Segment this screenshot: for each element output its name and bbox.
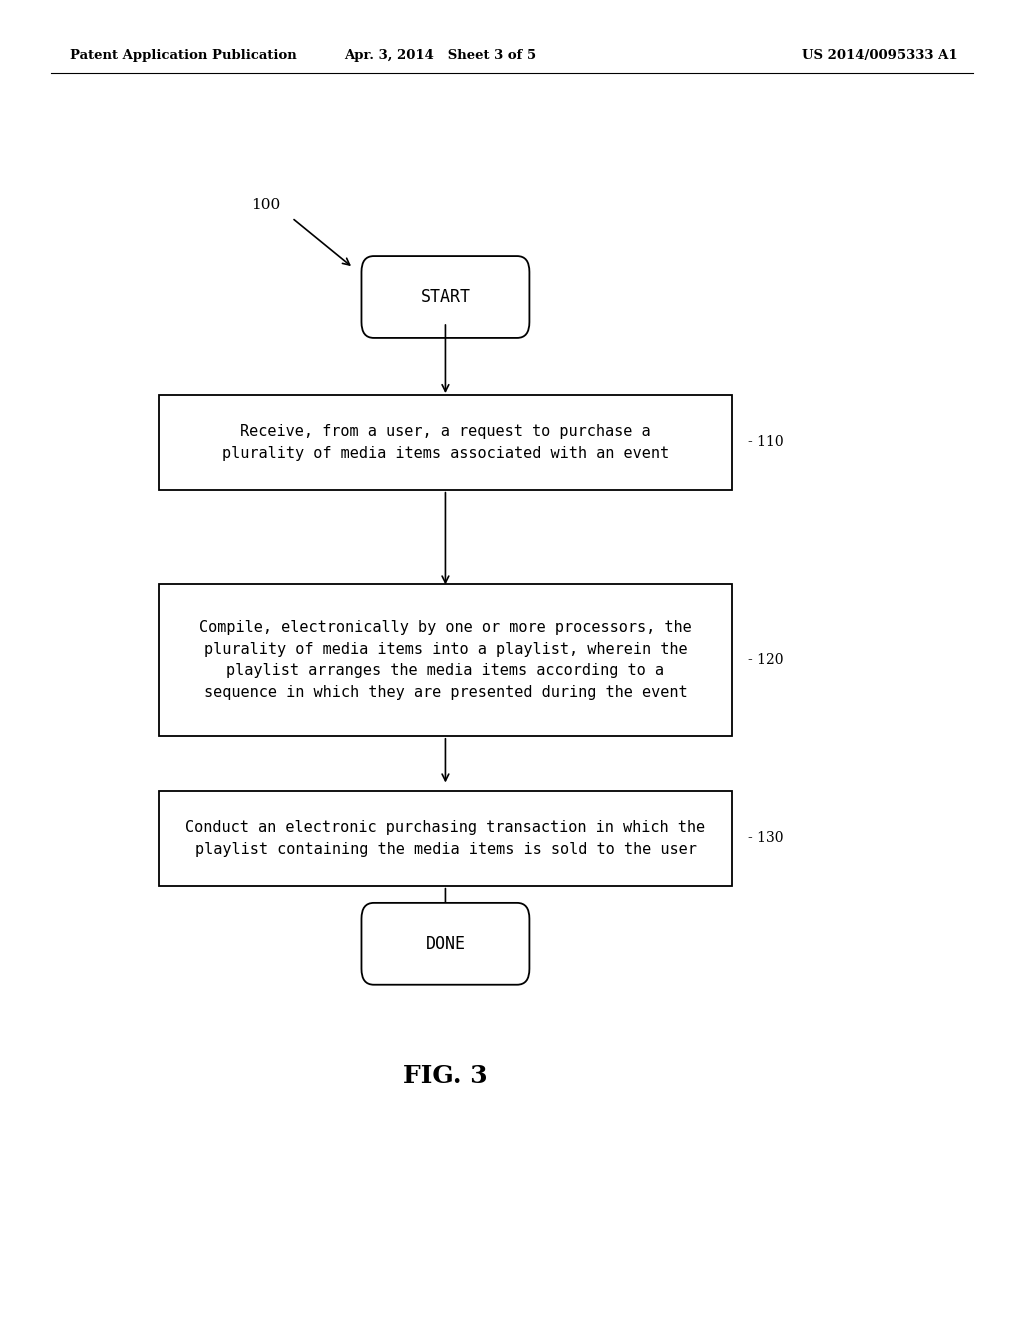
Text: - 110: - 110 bbox=[748, 436, 783, 449]
FancyBboxPatch shape bbox=[361, 903, 529, 985]
Text: DONE: DONE bbox=[425, 935, 466, 953]
Text: Patent Application Publication: Patent Application Publication bbox=[70, 49, 296, 62]
Bar bbox=[159, 583, 732, 737]
Bar bbox=[159, 791, 732, 886]
Text: 100: 100 bbox=[251, 198, 281, 211]
FancyBboxPatch shape bbox=[361, 256, 529, 338]
Text: - 120: - 120 bbox=[748, 653, 783, 667]
Text: Compile, electronically by one or more processors, the
plurality of media items : Compile, electronically by one or more p… bbox=[199, 620, 692, 700]
Text: Apr. 3, 2014   Sheet 3 of 5: Apr. 3, 2014 Sheet 3 of 5 bbox=[344, 49, 537, 62]
Text: Conduct an electronic purchasing transaction in which the
playlist containing th: Conduct an electronic purchasing transac… bbox=[185, 820, 706, 857]
Text: Receive, from a user, a request to purchase a
plurality of media items associate: Receive, from a user, a request to purch… bbox=[222, 424, 669, 461]
Text: START: START bbox=[421, 288, 470, 306]
Bar bbox=[159, 395, 732, 490]
Text: - 130: - 130 bbox=[748, 832, 783, 845]
Text: US 2014/0095333 A1: US 2014/0095333 A1 bbox=[802, 49, 957, 62]
Text: FIG. 3: FIG. 3 bbox=[403, 1064, 487, 1088]
